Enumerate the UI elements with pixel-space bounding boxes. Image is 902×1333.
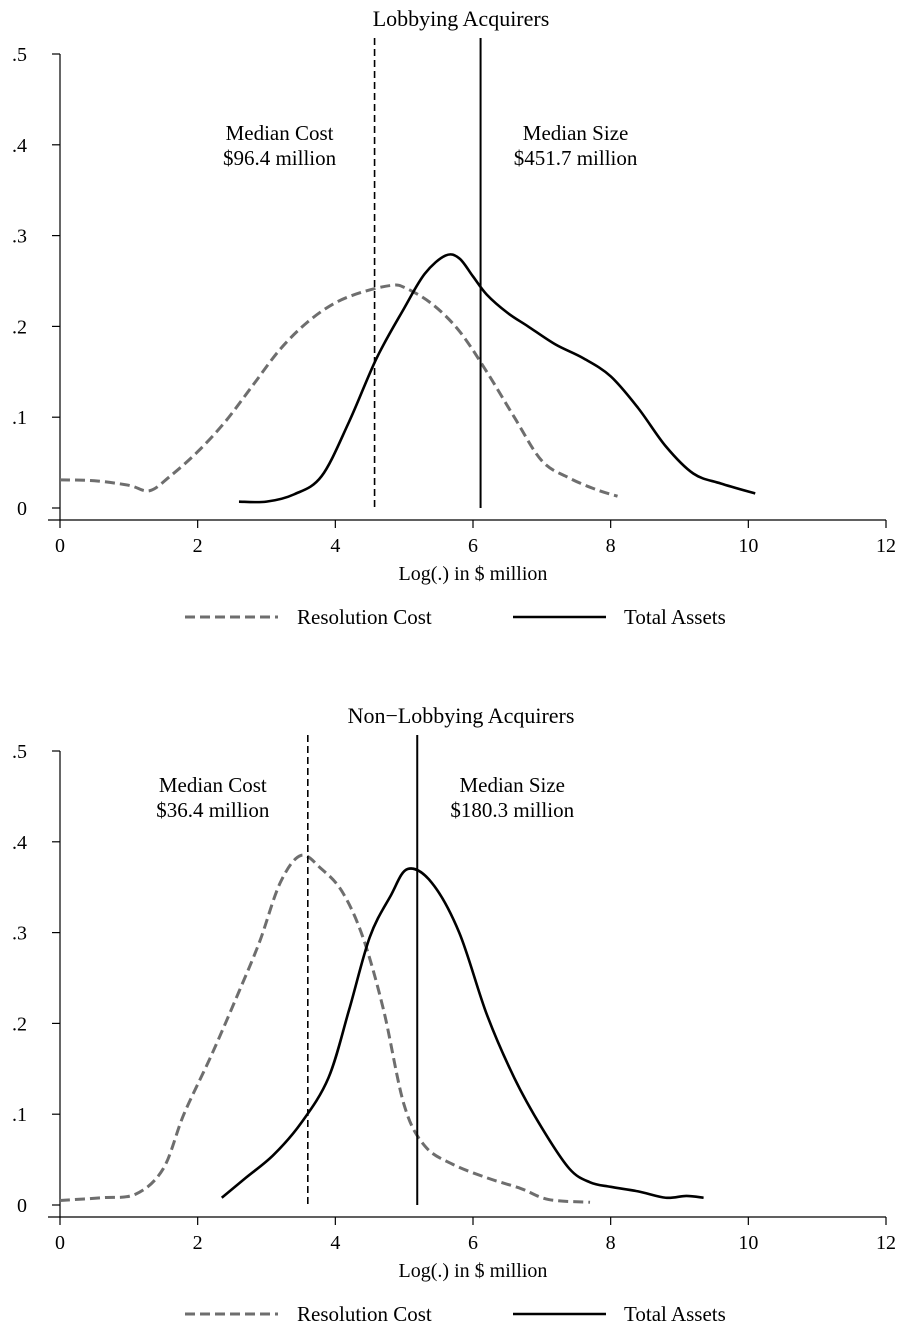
- x-tick-label: 10: [738, 535, 758, 557]
- chart-panel-2: Non−Lobbying Acquirers 0 .1 .2 .3 .4 .5 0 2 4 6 8 10…: [12, 703, 896, 1326]
- chart-title: Lobbying Acquirers: [373, 6, 550, 31]
- series-line-total-assets: [220, 867, 704, 1200]
- series-line-total-assets: [238, 253, 756, 504]
- y-tick-label: .3: [12, 226, 27, 248]
- x-tick-label: 6: [468, 1232, 478, 1254]
- x-tick-label: 0: [55, 535, 65, 557]
- y-tick-label: 0: [17, 1195, 27, 1217]
- series-line-resolution-cost: [59, 283, 618, 498]
- series-line-resolution-cost: [59, 853, 591, 1204]
- chart-title: Non−Lobbying Acquirers: [348, 703, 575, 728]
- legend-label-total-assets: Total Assets: [624, 1302, 726, 1326]
- y-tick-label: .2: [12, 316, 27, 338]
- x-tick-label: 4: [330, 535, 340, 557]
- y-tick-label: 0: [17, 498, 27, 520]
- y-tick-label: .1: [12, 1104, 27, 1126]
- y-tick-label: .5: [12, 741, 27, 763]
- median-size-title: Median Size: [523, 121, 629, 145]
- legend-label-resolution-cost: Resolution Cost: [297, 1302, 432, 1326]
- median-cost-title: Median Cost: [159, 773, 267, 797]
- x-tick-label: 6: [468, 535, 478, 557]
- y-tick-label: .3: [12, 923, 27, 945]
- y-tick-label: .2: [12, 1013, 27, 1035]
- legend: Resolution Cost Total Assets: [185, 1302, 726, 1326]
- x-tick-label: 8: [606, 1232, 616, 1254]
- x-tick-label: 8: [606, 535, 616, 557]
- y-tick-label: .4: [12, 832, 27, 854]
- x-tick-label: 12: [876, 535, 896, 557]
- median-size-title: Median Size: [459, 773, 565, 797]
- x-axis-label: Log(.) in $ million: [399, 1260, 548, 1282]
- median-cost-value: $96.4 million: [223, 146, 337, 170]
- y-tick-label: .1: [12, 407, 27, 429]
- legend-label-total-assets: Total Assets: [624, 605, 726, 629]
- x-tick-label: 2: [193, 1232, 203, 1254]
- median-size-value: $180.3 million: [450, 798, 574, 822]
- x-tick-label: 2: [193, 535, 203, 557]
- y-tick-label: .4: [12, 135, 27, 157]
- x-axis-label: Log(.) in $ million: [399, 563, 548, 585]
- x-tick-label: 4: [330, 1232, 340, 1254]
- legend-label-resolution-cost: Resolution Cost: [297, 605, 432, 629]
- median-cost-title: Median Cost: [226, 121, 334, 145]
- legend: Resolution Cost Total Assets: [185, 605, 726, 629]
- median-size-value: $451.7 million: [514, 146, 638, 170]
- x-tick-label: 0: [55, 1232, 65, 1254]
- chart-panel-1: Lobbying Acquirers 0 .1 .2 .3 .4 .5 0 2 4 6 8 10 12 Lo…: [12, 6, 896, 629]
- median-cost-value: $36.4 million: [156, 798, 270, 822]
- x-tick-label: 10: [738, 1232, 758, 1254]
- y-tick-label: .5: [12, 44, 27, 66]
- x-tick-label: 12: [876, 1232, 896, 1254]
